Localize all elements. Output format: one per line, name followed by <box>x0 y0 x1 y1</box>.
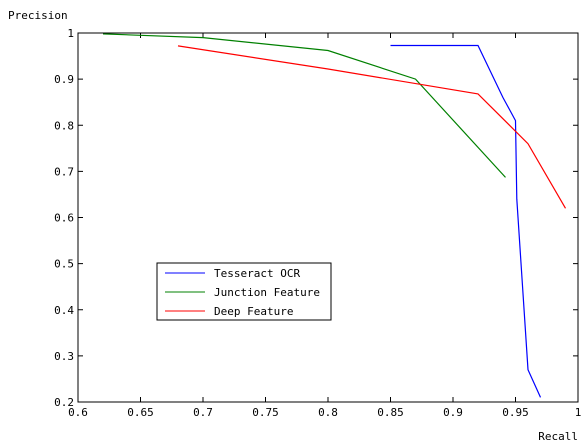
y-tick-label: 0.9 <box>54 73 74 86</box>
series-lines <box>102 33 567 398</box>
x-tick-label: 0.75 <box>252 406 279 419</box>
legend-label-deep-feature: Deep Feature <box>214 305 293 318</box>
y-tick-label: 0.2 <box>54 396 74 409</box>
x-axis-label: Recall <box>538 430 578 443</box>
series-line-deep-feature <box>177 45 567 209</box>
y-tick-label: 0.8 <box>54 119 74 132</box>
x-tick-label: 0.8 <box>318 406 338 419</box>
legend: Tesseract OCR Junction Feature Deep Feat… <box>156 262 332 321</box>
legend-label-junction-feature: Junction Feature <box>214 286 320 299</box>
series-line-tesseract-ocr <box>390 44 542 398</box>
y-tick-label: 0.4 <box>54 304 74 317</box>
x-tick-label: 0.65 <box>127 406 154 419</box>
x-tick-label: 0.85 <box>377 406 404 419</box>
x-tick-label: 0.6 <box>68 406 88 419</box>
y-tick-label: 0.6 <box>54 212 74 225</box>
y-tick-label: 0.7 <box>54 165 74 178</box>
x-tick-label: 0.9 <box>443 406 463 419</box>
x-tick-label: 0.7 <box>193 406 213 419</box>
series-line-junction-feature <box>102 33 506 178</box>
y-tick-label: 0.3 <box>54 350 74 363</box>
axis-ticks: 0.6 0.65 0.7 0.75 0.8 0.85 0.9 0.95 1 0.2 0.3 0.4 0.… <box>54 27 581 419</box>
plot-frame <box>77 32 579 403</box>
y-tick-label: 1 <box>67 27 74 40</box>
x-tick-label: 1 <box>575 406 582 419</box>
legend-label-tesseract-ocr: Tesseract OCR <box>214 267 300 280</box>
y-axis-label: Precision <box>8 9 68 22</box>
x-tick-label: 0.95 <box>502 406 529 419</box>
y-tick-label: 0.5 <box>54 258 74 271</box>
